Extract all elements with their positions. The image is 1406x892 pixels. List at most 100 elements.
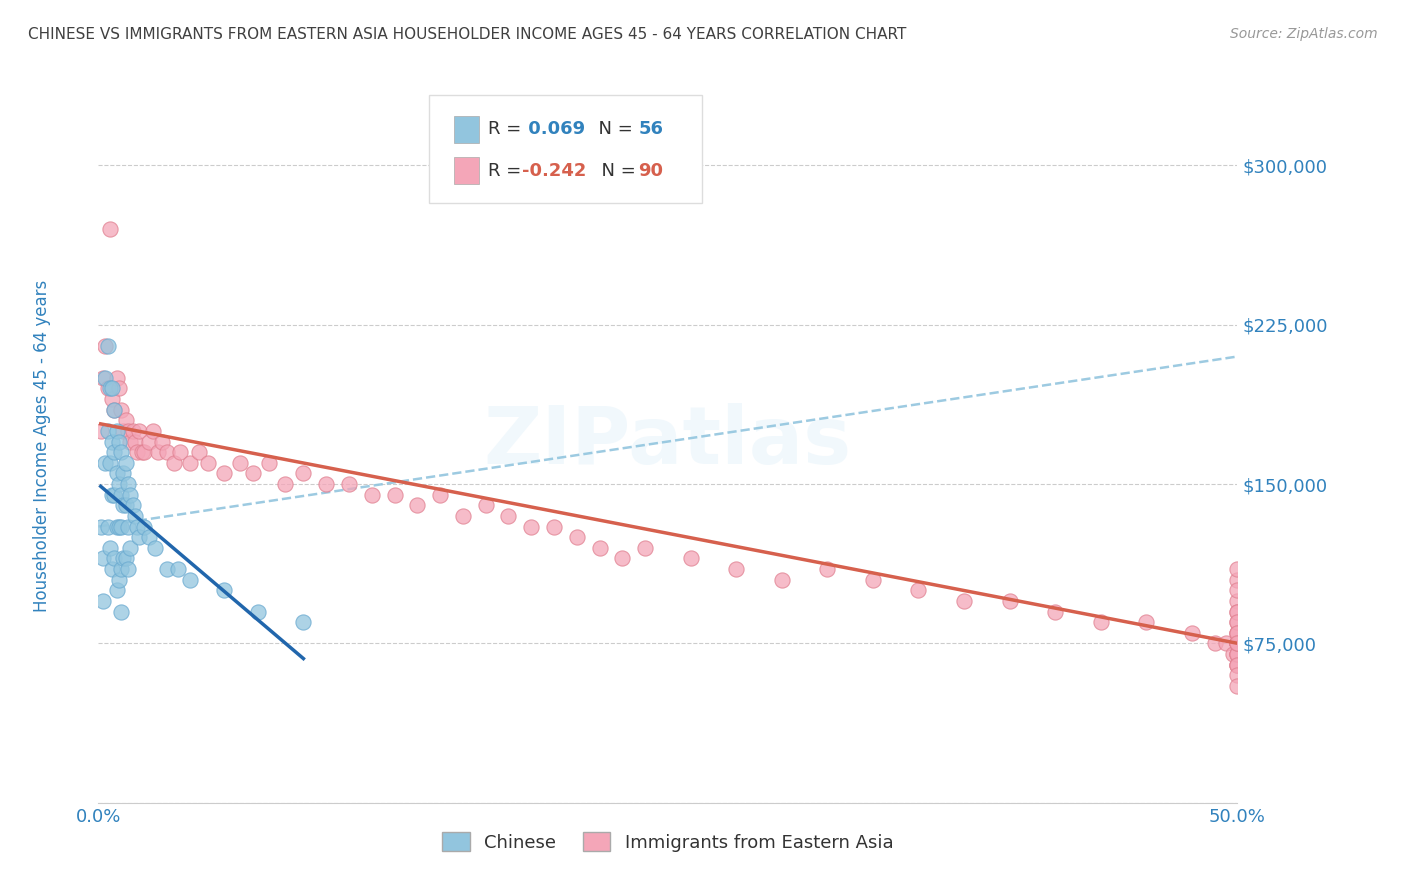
Point — [96, 424, 118, 438]
Text: R =: R = — [488, 161, 527, 179]
Point — [103, 402, 125, 417]
Point — [169, 445, 191, 459]
Text: R =: R = — [488, 120, 527, 138]
Point — [498, 508, 520, 523]
Point — [105, 371, 128, 385]
Point — [98, 541, 121, 555]
Point — [429, 488, 451, 502]
Point — [1226, 647, 1249, 661]
Point — [862, 573, 884, 587]
Point — [292, 467, 315, 481]
Point — [110, 605, 132, 619]
Point — [953, 594, 976, 608]
Point — [725, 562, 748, 576]
Point — [117, 424, 139, 438]
Point — [907, 583, 929, 598]
Text: 56: 56 — [638, 120, 664, 138]
Point — [360, 488, 382, 502]
Point — [197, 456, 219, 470]
Point — [101, 381, 124, 395]
Point — [108, 573, 131, 587]
Point — [108, 381, 131, 395]
Point — [1090, 615, 1112, 630]
Text: N =: N = — [586, 120, 638, 138]
Point — [1226, 636, 1249, 650]
Point — [138, 434, 160, 449]
Point — [998, 594, 1021, 608]
Point — [96, 339, 118, 353]
Point — [112, 467, 135, 481]
Point — [1181, 625, 1204, 640]
Point — [127, 519, 149, 533]
Text: N =: N = — [591, 161, 643, 179]
Point — [110, 445, 132, 459]
Point — [246, 605, 269, 619]
Point — [474, 498, 496, 512]
Point — [150, 434, 173, 449]
Point — [242, 467, 264, 481]
Text: ZIPatlas: ZIPatlas — [484, 402, 852, 481]
FancyBboxPatch shape — [429, 95, 702, 203]
Point — [1135, 615, 1157, 630]
Text: CHINESE VS IMMIGRANTS FROM EASTERN ASIA HOUSEHOLDER INCOME AGES 45 - 64 YEARS CO: CHINESE VS IMMIGRANTS FROM EASTERN ASIA … — [28, 27, 907, 42]
Point — [146, 445, 169, 459]
Point — [114, 498, 136, 512]
Legend: Chinese, Immigrants from Eastern Asia: Chinese, Immigrants from Eastern Asia — [436, 825, 900, 859]
Point — [1215, 636, 1237, 650]
Text: 0.069: 0.069 — [522, 120, 585, 138]
Point — [131, 445, 153, 459]
Point — [1226, 647, 1249, 661]
Point — [1226, 562, 1249, 576]
Point — [121, 424, 143, 438]
Text: Source: ZipAtlas.com: Source: ZipAtlas.com — [1230, 27, 1378, 41]
Point — [1226, 605, 1249, 619]
Point — [114, 413, 136, 427]
Point — [1226, 679, 1249, 693]
Point — [142, 424, 165, 438]
Point — [105, 519, 128, 533]
Point — [114, 456, 136, 470]
Point — [1204, 636, 1226, 650]
Point — [114, 551, 136, 566]
Point — [105, 467, 128, 481]
Point — [103, 445, 125, 459]
Point — [103, 402, 125, 417]
Point — [815, 562, 838, 576]
Point — [103, 551, 125, 566]
Point — [91, 594, 114, 608]
Point — [120, 488, 142, 502]
Point — [451, 508, 474, 523]
Point — [1043, 605, 1066, 619]
Point — [1226, 636, 1249, 650]
Point — [274, 477, 297, 491]
Point — [145, 541, 167, 555]
Point — [187, 445, 209, 459]
Point — [98, 222, 121, 236]
Point — [108, 519, 131, 533]
Point — [120, 541, 142, 555]
FancyBboxPatch shape — [454, 157, 479, 185]
Point — [1226, 668, 1249, 682]
Point — [384, 488, 406, 502]
Point — [337, 477, 360, 491]
Point — [101, 562, 124, 576]
Point — [124, 434, 146, 449]
Point — [138, 530, 160, 544]
Point — [612, 551, 634, 566]
Point — [1226, 625, 1249, 640]
Point — [108, 477, 131, 491]
FancyBboxPatch shape — [454, 116, 479, 143]
Text: 90: 90 — [638, 161, 664, 179]
Point — [1226, 625, 1249, 640]
Point — [90, 519, 112, 533]
Point — [96, 381, 118, 395]
Point — [588, 541, 610, 555]
Point — [162, 456, 184, 470]
Point — [110, 562, 132, 576]
Point — [117, 562, 139, 576]
Point — [156, 562, 179, 576]
Point — [108, 434, 131, 449]
Point — [94, 371, 117, 385]
Point — [259, 456, 281, 470]
Point — [212, 467, 235, 481]
